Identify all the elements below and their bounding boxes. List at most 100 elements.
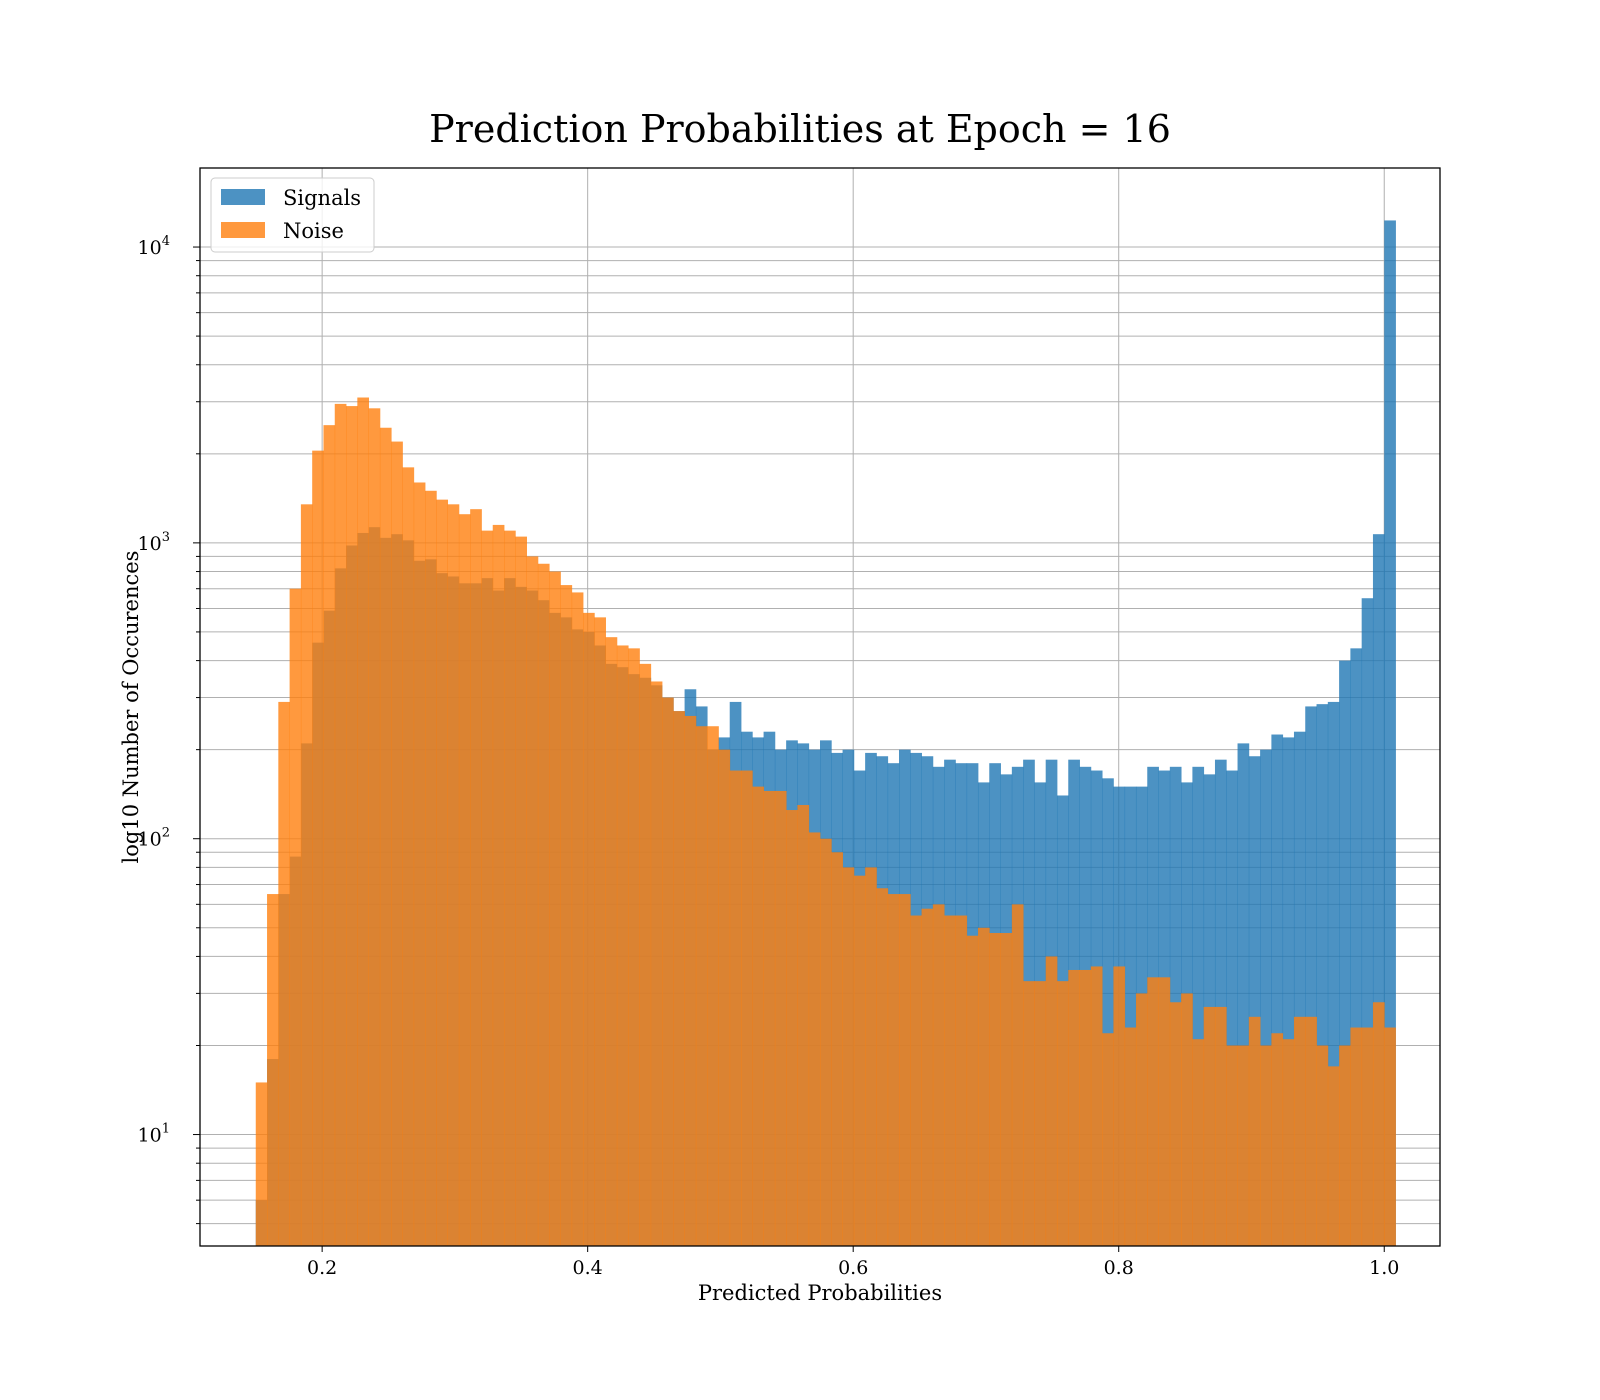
signals-bar (1226, 770, 1238, 1246)
x-tick-label: 0.8 (1104, 1257, 1134, 1279)
noise-bar (1079, 969, 1092, 1246)
noise-bar (413, 482, 426, 1246)
noise-bar (752, 786, 764, 1246)
noise-bar (1361, 1027, 1374, 1246)
noise-bar (1023, 981, 1035, 1246)
noise-bar (1147, 977, 1159, 1246)
noise-bar (616, 645, 629, 1246)
noise-bar (628, 648, 640, 1246)
noise-bar (707, 726, 719, 1246)
noise-bar (481, 530, 494, 1246)
noise-bar (1271, 1033, 1284, 1246)
noise-bar (876, 888, 889, 1246)
noise-bar (594, 617, 606, 1246)
noise-bar (549, 571, 561, 1246)
noise-bar (1192, 1039, 1205, 1246)
noise-bar (1339, 1045, 1351, 1246)
noise-bar (583, 612, 595, 1246)
noise-bar (673, 711, 685, 1246)
noise-bar (1169, 1002, 1182, 1246)
noise-bar (1214, 1006, 1227, 1246)
noise-bar (255, 1082, 268, 1246)
noise-bar (1068, 969, 1080, 1246)
histogram-bars (255, 220, 1396, 1247)
signals-bar (1339, 660, 1351, 1246)
noise-bar (379, 427, 392, 1246)
noise-bar (1282, 1039, 1295, 1246)
noise-bar (639, 663, 652, 1246)
noise-bar (1372, 1002, 1385, 1246)
noise-bar (425, 490, 437, 1246)
noise-bar (560, 585, 573, 1246)
noise-bar (898, 894, 911, 1246)
plot-frame (199, 167, 1441, 1247)
noise-bar (1260, 1045, 1272, 1246)
noise-bar (1226, 1045, 1238, 1246)
noise-bar (470, 509, 482, 1246)
noise-bar (741, 770, 753, 1246)
series-noise (255, 397, 1396, 1247)
noise-bar (684, 715, 697, 1246)
noise-bar (989, 933, 1001, 1246)
noise-bar (1158, 977, 1171, 1246)
noise-bar (391, 441, 403, 1246)
noise-bar (1124, 1027, 1137, 1246)
noise-bar (831, 852, 843, 1246)
noise-bar (1203, 1006, 1216, 1246)
noise-bar (312, 450, 324, 1246)
noise-bar (865, 867, 877, 1246)
signals-bar (1327, 701, 1340, 1246)
signals-bar (1316, 704, 1329, 1246)
noise-bar (786, 810, 798, 1246)
legend-swatch-signals (221, 189, 265, 205)
noise-bar (1000, 933, 1013, 1246)
noise-bar (492, 524, 505, 1246)
x-tick-label: 1.0 (1369, 1257, 1399, 1279)
noise-bar (357, 397, 370, 1246)
noise-bar (605, 637, 618, 1246)
noise-bar (323, 425, 336, 1247)
noise-bar (1056, 981, 1069, 1246)
noise-bar (278, 701, 291, 1246)
signals-bar (1361, 598, 1374, 1246)
noise-bar (1181, 993, 1193, 1246)
signals-bar (1237, 743, 1250, 1246)
noise-bar (729, 770, 742, 1246)
noise-bar (662, 697, 674, 1246)
noise-bar (944, 915, 956, 1246)
signals-bar (1282, 737, 1295, 1246)
noise-bar (808, 832, 821, 1246)
signals-bar (1248, 756, 1261, 1246)
x-axis-ticks: 0.2 0.4 0.6 0.8 1.0 (307, 1246, 1399, 1279)
signals-bar (1271, 734, 1284, 1246)
x-tick-label: 0.6 (838, 1257, 868, 1279)
noise-bar (763, 790, 776, 1246)
noise-bar (1090, 966, 1103, 1246)
noise-bar (571, 592, 584, 1246)
x-axis-label: Predicted Probabilities (698, 1281, 942, 1305)
legend: Signals Noise (210, 177, 375, 253)
signals-bar (1260, 749, 1272, 1246)
y-tick-label: 101 (138, 1122, 170, 1147)
signals-bar (1124, 786, 1137, 1246)
noise-bar (526, 556, 539, 1246)
legend-swatch-noise (221, 222, 265, 238)
signals-bar (1293, 731, 1306, 1246)
noise-bar (515, 536, 527, 1246)
noise-bar (1034, 981, 1047, 1246)
y-axis-label: log10 Number of Occurences (119, 551, 143, 864)
noise-bar (1011, 904, 1024, 1246)
signals-bar (1305, 706, 1317, 1246)
x-tick-label: 0.4 (573, 1257, 603, 1279)
noise-bar (718, 749, 731, 1246)
noise-bar (977, 927, 990, 1246)
noise-bar (887, 894, 900, 1246)
noise-bar (346, 406, 358, 1246)
noise-bar (932, 904, 945, 1246)
noise-bar (955, 915, 968, 1246)
signals-bar (1192, 766, 1205, 1246)
noise-bar (921, 908, 934, 1246)
noise-bar (910, 915, 922, 1246)
noise-bar (436, 499, 449, 1246)
